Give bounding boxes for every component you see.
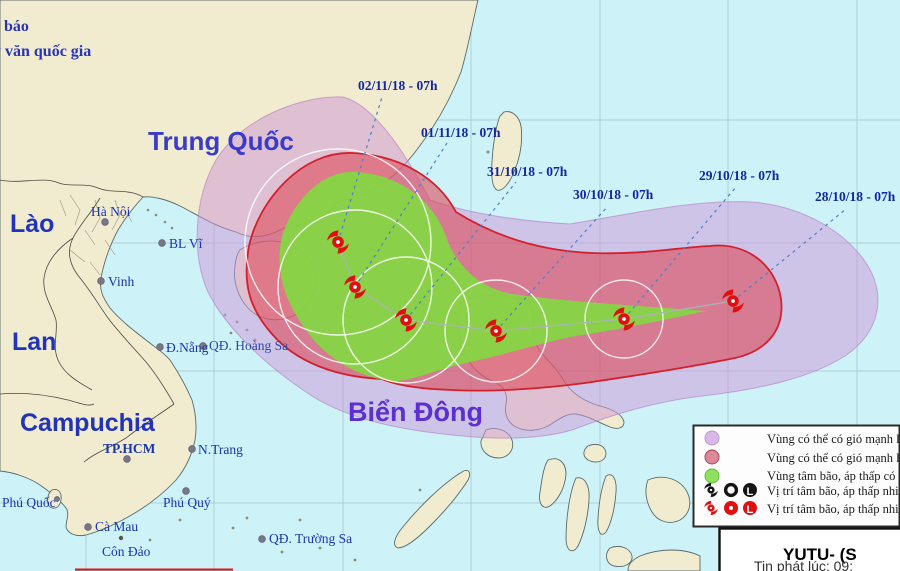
issue-time: Tin phát lúc: 09: — [754, 558, 853, 571]
city-label-danang: Đ.Nẵng — [166, 340, 209, 355]
region-label-china: Trung Quốc — [148, 126, 294, 156]
sea-label-spratly: QĐ. Trường Sa — [269, 531, 352, 546]
legend-row-label: Vùng có thể có gió mạnh l — [767, 451, 900, 465]
legend-row-label: Vị trí tâm bão, áp thấp nhi — [767, 502, 899, 516]
city-label-blvi: BL Vĩ — [169, 236, 204, 251]
date-connector — [354, 142, 448, 288]
city-label-phuquoc: Phú Quốc — [2, 495, 56, 510]
city-label-phuquy: Phú Quý — [163, 495, 211, 510]
forecast-circle — [342, 256, 470, 384]
low-pressure-letter: L — [747, 486, 754, 498]
city-label-nhatrang: N.Trang — [198, 442, 243, 457]
legend-symbols-black — [704, 482, 757, 498]
header-line2: y văn quốc gia — [0, 43, 91, 60]
city-dot — [258, 535, 266, 543]
date-connectors — [337, 96, 847, 332]
date-connector — [337, 96, 383, 243]
city-dot — [101, 218, 109, 226]
sea-label-east-sea: Biển Đông — [348, 397, 483, 427]
taiwan-island — [491, 111, 523, 191]
legend-row-label: Vùng có thể có gió mạnh l — [767, 432, 900, 446]
storm-center-icon — [723, 482, 739, 498]
city-dots — [54, 218, 266, 543]
panay-island — [539, 458, 567, 508]
date-label: 28/10/18 - 07h — [815, 189, 896, 204]
date-label: 30/10/18 - 07h — [573, 187, 654, 202]
province-borders — [59, 194, 133, 276]
storm-title: YUTU- (S — [783, 545, 857, 564]
agency-header: báo y văn quốc gia — [0, 18, 91, 60]
legend-swatch-purple — [704, 430, 720, 446]
info-box: YUTU- (S Tin phát lúc: 09: — [718, 527, 900, 571]
city-dot — [188, 445, 196, 453]
country-borders — [0, 179, 175, 463]
legend-row-label: Vị trí tâm bão, áp thấp nhi — [767, 484, 899, 498]
city-label-camau: Cà Mau — [95, 519, 138, 534]
sea-label-paracel: QĐ. Hoàng Sa — [209, 338, 288, 353]
islet-specks — [118, 150, 490, 562]
low-pressure-icon — [743, 483, 757, 497]
storm-core-zone — [279, 171, 706, 382]
forecast-circle — [584, 279, 664, 359]
legend-texts: Vùng có thể có gió mạnh l Vùng có thể có… — [767, 432, 900, 516]
date-label: 31/10/18 - 07h — [487, 164, 568, 179]
city-label-condao: Côn Đảo — [102, 544, 151, 559]
storm-center-dot — [729, 506, 733, 510]
legend-swatch-red — [704, 449, 720, 465]
city-dot — [97, 277, 105, 285]
low-pressure-letter: L — [747, 504, 754, 516]
region-label-thailand: Lan — [12, 328, 56, 356]
masbate-island — [583, 443, 607, 463]
city-label-vinh: Vinh — [108, 274, 134, 289]
city-dot — [182, 487, 190, 495]
header-line1: báo — [4, 18, 29, 35]
city-labels: Hà Nội BL Vĩ Vinh Đ.Nẵng N.Trang TP.HCM … — [2, 204, 352, 559]
city-label-hanoi: Hà Nội — [91, 204, 131, 219]
low-pressure-icon — [743, 501, 757, 515]
city-label-tphcm: TP.HCM — [103, 441, 156, 456]
city-dot — [158, 239, 166, 247]
legend-row-label: Vùng tâm bão, áp thấp có — [767, 469, 895, 483]
cebu-island — [597, 474, 617, 535]
region-label-cambodia: Campuchia — [20, 409, 156, 437]
mindanao-edge — [627, 549, 701, 571]
city-dot — [199, 342, 207, 350]
date-label: 29/10/18 - 07h — [699, 168, 780, 183]
date-connector — [623, 186, 737, 320]
bohol-island — [606, 545, 633, 567]
date-label: 02/11/18 - 07h — [358, 78, 438, 93]
date-label: 01/11/18 - 07h — [421, 125, 501, 140]
date-labels: 02/11/18 - 07h 01/11/18 - 07h 31/10/18 -… — [358, 78, 896, 204]
forecast-circle — [244, 148, 432, 336]
samar-island — [645, 476, 691, 523]
legend-box: L L Vùng có thể có gió mạnh l Vùng có th… — [692, 424, 900, 528]
region-labels: Trung Quốc Lào Lan Campuchia Biển Đông — [10, 126, 483, 437]
forecast-circle — [444, 279, 548, 383]
date-connector — [732, 208, 847, 302]
bottom-red-line — [75, 568, 233, 571]
legend-symbols-red — [704, 500, 757, 516]
negros-island — [565, 477, 590, 552]
city-dot — [156, 343, 164, 351]
date-connector — [405, 181, 517, 321]
legend-swatch-green — [704, 468, 720, 484]
city-dot — [123, 455, 131, 463]
palawan-island — [394, 469, 471, 549]
region-label-laos: Lào — [10, 210, 54, 238]
city-dot — [84, 523, 92, 531]
city-dot — [54, 496, 60, 502]
